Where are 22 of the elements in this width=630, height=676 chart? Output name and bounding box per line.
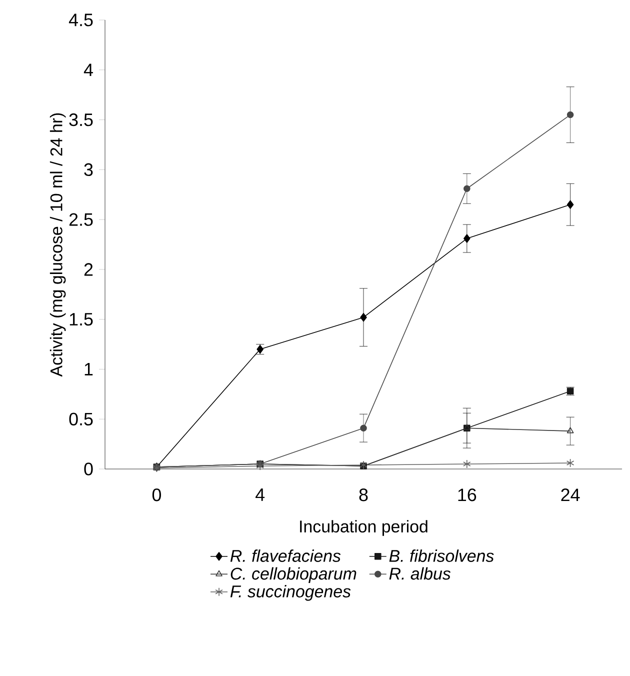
y-tick-label: 0.5 — [69, 412, 93, 426]
legend-label: F. succinogenes — [230, 585, 351, 601]
y-tick-label: 4.5 — [68, 14, 93, 26]
y-tick-label: 4 — [84, 64, 93, 76]
y-tick-label: 2 — [84, 263, 93, 276]
x-tick-label: 8 — [359, 488, 368, 502]
x-axis-title: Incubation period — [300, 520, 428, 536]
y-tick-label: 1.5 — [70, 313, 93, 326]
y-tick-label: 1 — [84, 363, 93, 376]
y-axis-title: Activity (mg glucose / 10 ml / 24 hr) — [50, 113, 66, 377]
y-tick-label: 2.5 — [69, 213, 93, 226]
legend-label: C. cellobioparum — [230, 567, 356, 584]
x-tick-label: 4 — [256, 488, 265, 501]
y-tick-label: 0 — [84, 462, 93, 476]
y-tick-label: 3.5 — [69, 113, 93, 126]
x-tick-label: 24 — [561, 488, 580, 502]
x-tick-label: 16 — [458, 488, 476, 502]
x-tick-label: 0 — [152, 488, 161, 502]
legend-label: R. albus — [389, 567, 451, 580]
legend-label: B. fibrisolvens — [389, 550, 494, 562]
y-tick-label: 3 — [84, 163, 93, 176]
legend-label: R. flavefaciens — [230, 550, 341, 562]
